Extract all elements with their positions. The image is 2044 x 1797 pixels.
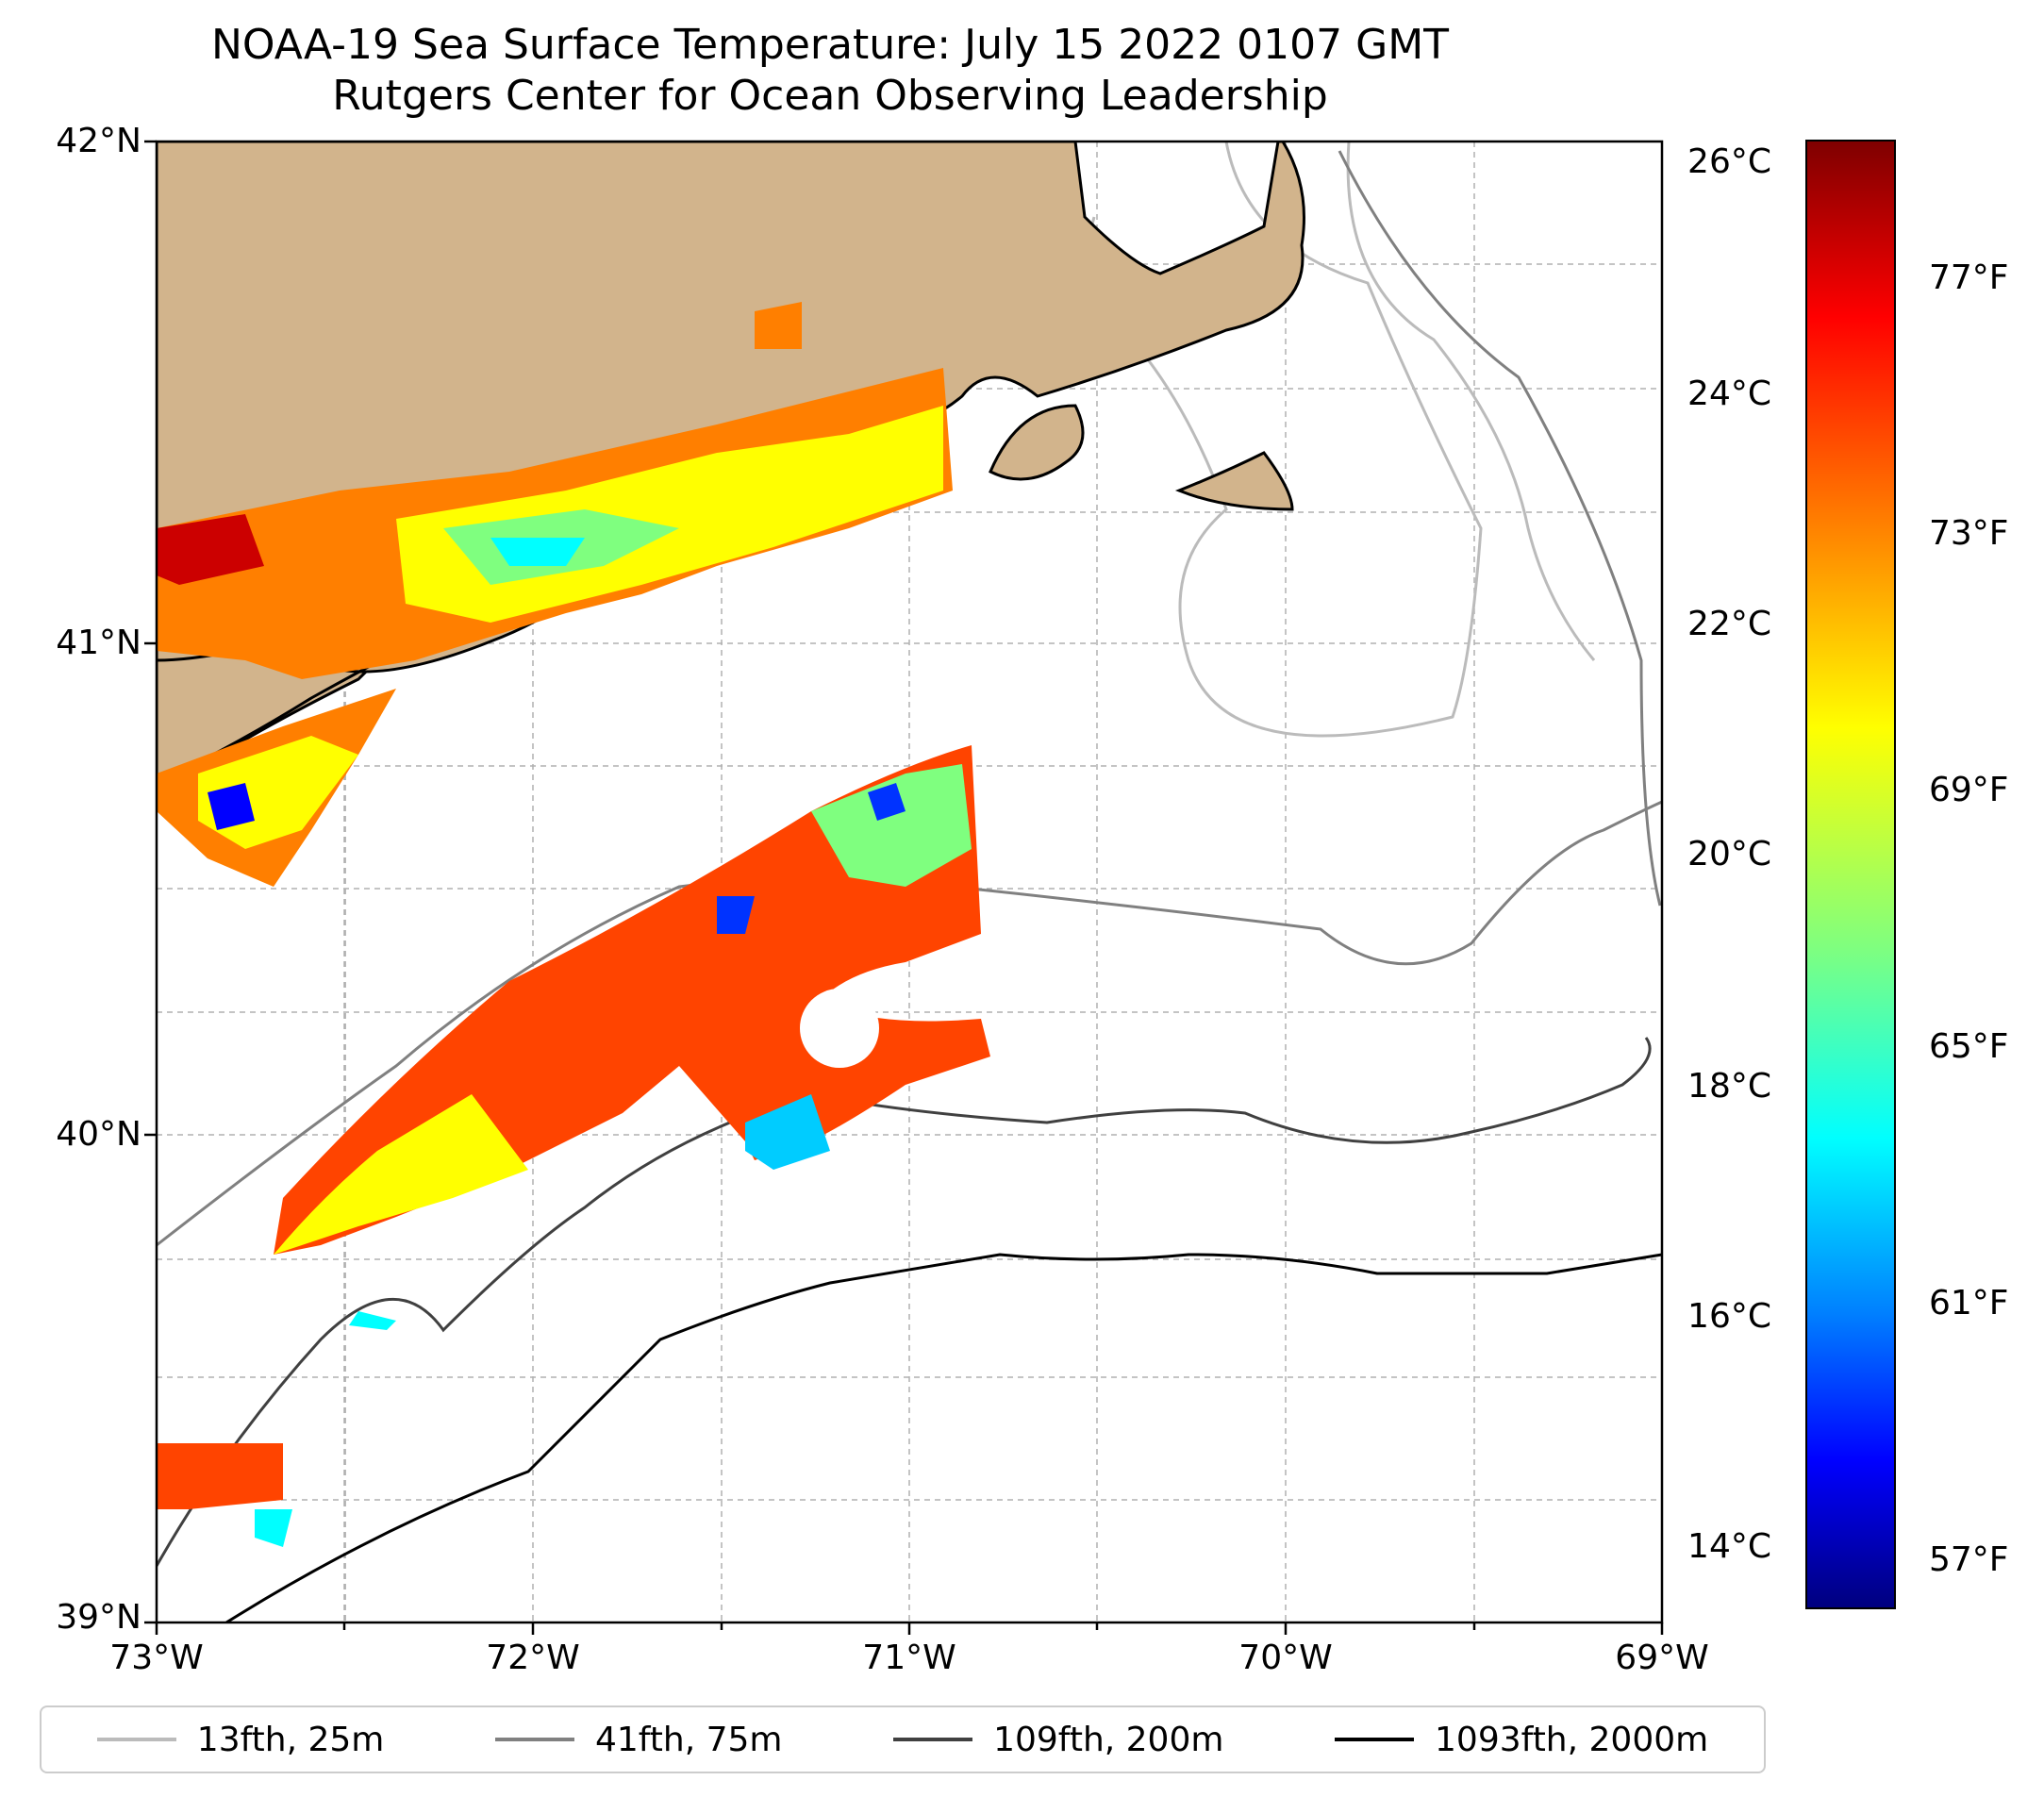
colorbar [1805,140,1896,1609]
colorbar-fahrenheit-label: 73°F [1929,514,2009,553]
contour-75m [1338,150,1662,907]
contour-2000m [225,1253,1662,1622]
legend-item: 13fth, 25m [96,1720,385,1759]
colorbar-celsius-label: 16°C [1687,1297,1771,1336]
legend-label: 1093fth, 2000m [1435,1720,1709,1759]
legend-item: 41fth, 75m [494,1720,783,1759]
grid-lines [157,141,1662,1622]
x-tick-label: 73°W [109,1639,204,1677]
colorbar-fahrenheit-label: 69°F [1929,771,2009,809]
sst-data [157,302,990,1547]
axis-ticks [144,140,1664,1635]
land-island [1174,451,1294,511]
y-tick-label: 42°N [56,122,141,160]
colorbar-celsius-label: 20°C [1687,835,1771,874]
colorbar-celsius-label: 26°C [1687,142,1771,181]
legend-item: 109fth, 200m [893,1721,1223,1759]
y-tick-label: 40°N [56,1115,141,1154]
contour-25m-b [1346,141,1596,661]
x-tick-label: 70°W [1238,1639,1333,1677]
colorbar-fahrenheit-label: 61°F [1929,1284,2009,1323]
legend-label: 41fth, 75m [594,1720,783,1759]
x-tick-label: 71°W [862,1639,956,1677]
legend-swatch [1335,1738,1415,1741]
contour-25m [1088,141,1483,738]
y-tick-label: 41°N [56,624,141,662]
colorbar-celsius-label: 24°C [1687,374,1771,413]
x-tick-label: 69°W [1615,1639,1709,1677]
colorbar-celsius-label: 18°C [1687,1067,1771,1106]
x-tick-label: 72°W [486,1639,580,1677]
legend-item: 1093fth, 2000m [1335,1721,1708,1759]
y-tick-label: 39°N [56,1598,141,1637]
land-cape [989,404,1085,481]
colorbar-celsius-label: 22°C [1687,605,1771,643]
chart-title: NOAA-19 Sea Surface Temperature: July 15… [210,21,1450,69]
colorbar-fahrenheit-label: 77°F [1929,258,2009,297]
colorbar-celsius-label: 14°C [1687,1527,1771,1566]
data-gap [800,989,879,1068]
colorbar-fahrenheit-label: 57°F [1929,1540,2009,1579]
land-mass [157,141,1305,785]
colorbar-fahrenheit-label: 65°F [1929,1027,2009,1066]
legend-swatch [96,1738,176,1741]
chart-subtitle: Rutgers Center for Ocean Observing Leade… [332,72,1328,120]
legend: 13fth, 25m 41fth, 75m 109fth, 200m 1093f… [40,1705,1766,1773]
legend-label: 13fth, 25m [196,1720,385,1759]
legend-swatch [893,1738,973,1741]
legend-swatch [494,1738,574,1741]
legend-label: 109fth, 200m [993,1720,1224,1759]
